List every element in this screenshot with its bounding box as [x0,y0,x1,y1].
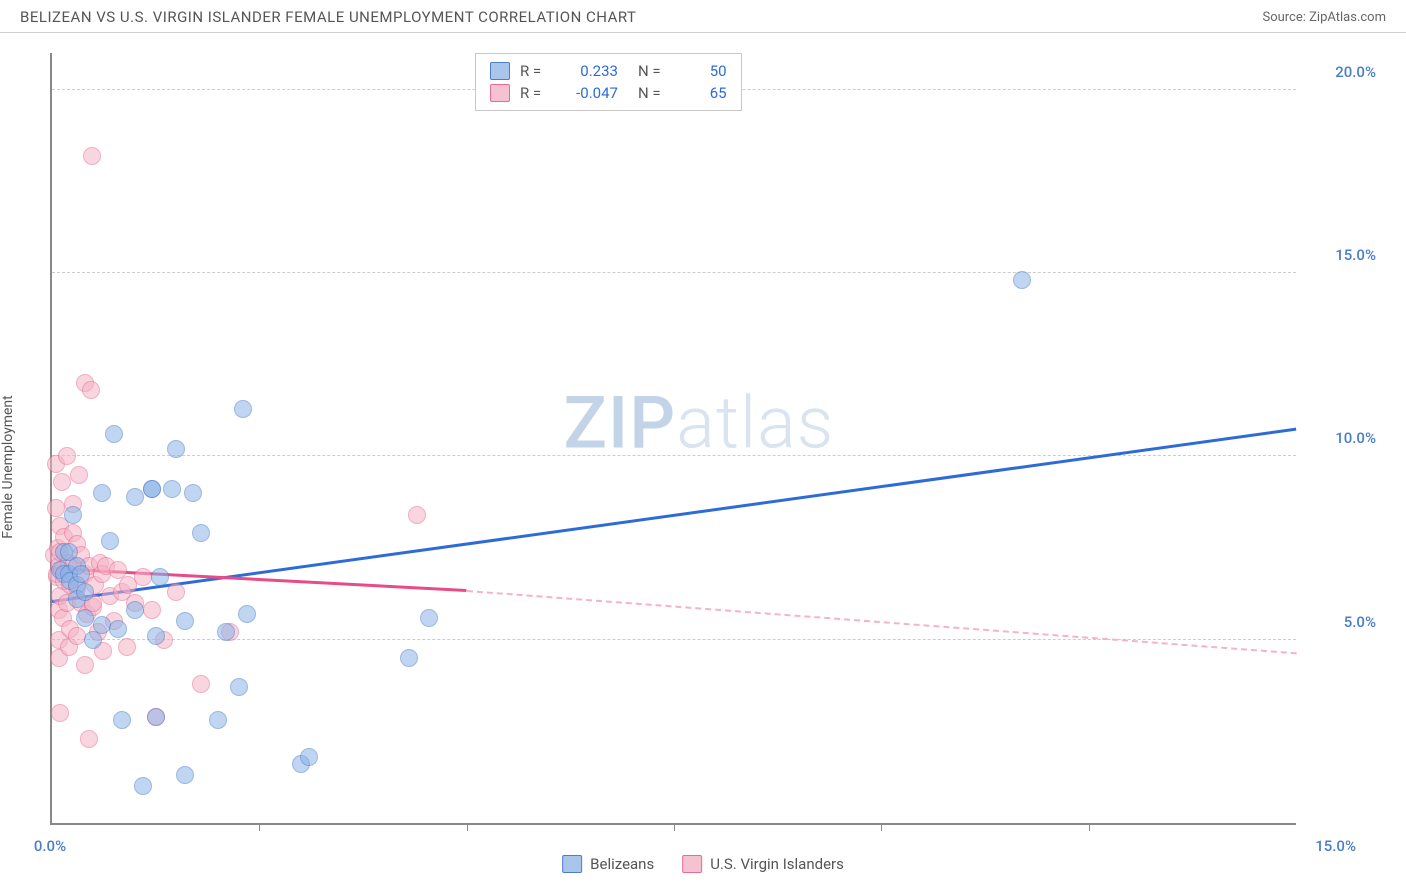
data-point [113,711,131,729]
y-tick-label: 20.0% [1335,63,1376,81]
series-legend: Belizeans U.S. Virgin Islanders [562,855,844,873]
watermark: ZIPatlas [563,380,834,465]
data-point [82,381,100,399]
x-tick [1089,823,1090,831]
data-point [176,766,194,784]
y-tick-label: 5.0% [1344,613,1376,631]
data-point [80,730,98,748]
data-point [76,656,94,674]
data-point [143,601,161,619]
data-point [1013,271,1031,289]
legend-item-belizeans: Belizeans [562,855,654,873]
data-point [101,532,119,550]
data-point [147,708,165,726]
correlation-legend: R = 0.233 N = 50 R = -0.047 N = 65 [475,53,742,111]
data-point [234,400,252,418]
trend-line [467,590,1296,654]
y-axis-label: Female Unemployment [0,395,16,539]
data-point [163,480,181,498]
data-point [167,583,185,601]
x-tick [674,823,675,831]
data-point [420,609,438,627]
data-point [167,440,185,458]
data-point [64,506,82,524]
data-point [76,609,94,627]
data-point [176,612,194,630]
data-point [134,777,152,795]
data-point [47,499,65,517]
data-point [58,447,76,465]
swatch-pink-icon [682,855,702,873]
swatch-blue [490,62,510,80]
data-point [184,484,202,502]
source-credit: Source: ZipAtlas.com [1262,10,1386,25]
data-point [126,601,144,619]
data-point [76,583,94,601]
data-point [151,568,169,586]
data-point [209,711,227,729]
data-point [238,605,256,623]
data-point [192,524,210,542]
x-tick [259,823,260,831]
data-point [70,466,88,484]
data-point [126,488,144,506]
chart-area: Female Unemployment ZIPatlas R = 0.233 N… [0,33,1406,885]
data-point [68,627,86,645]
data-point [147,627,165,645]
data-point [109,620,127,638]
data-point [93,616,111,634]
chart-header: BELIZEAN VS U.S. VIRGIN ISLANDER FEMALE … [0,0,1406,33]
data-point [143,480,161,498]
y-tick-label: 10.0% [1335,429,1376,447]
swatch-pink [490,84,510,102]
legend-item-usvi: U.S. Virgin Islanders [682,855,844,873]
x-tick [881,823,882,831]
x-max-label: 15.0% [1315,837,1356,855]
gridline [52,272,1296,273]
y-tick-label: 15.0% [1335,246,1376,264]
data-point [118,638,136,656]
data-point [51,704,69,722]
chart-title: BELIZEAN VS U.S. VIRGIN ISLANDER FEMALE … [20,8,636,26]
x-tick [467,823,468,831]
data-point [72,565,90,583]
data-point [230,678,248,696]
data-point [400,649,418,667]
legend-row-pink: R = -0.047 N = 65 [490,82,727,104]
data-point [217,623,235,641]
swatch-blue-icon [562,855,582,873]
data-point [408,506,426,524]
data-point [105,425,123,443]
legend-row-blue: R = 0.233 N = 50 [490,60,727,82]
data-point [134,568,152,586]
data-point [53,473,71,491]
data-point [83,147,101,165]
scatter-plot: ZIPatlas R = 0.233 N = 50 R = -0.047 N =… [50,53,1296,825]
data-point [300,748,318,766]
data-point [192,675,210,693]
x-origin-label: 0.0% [34,837,66,855]
data-point [93,484,111,502]
